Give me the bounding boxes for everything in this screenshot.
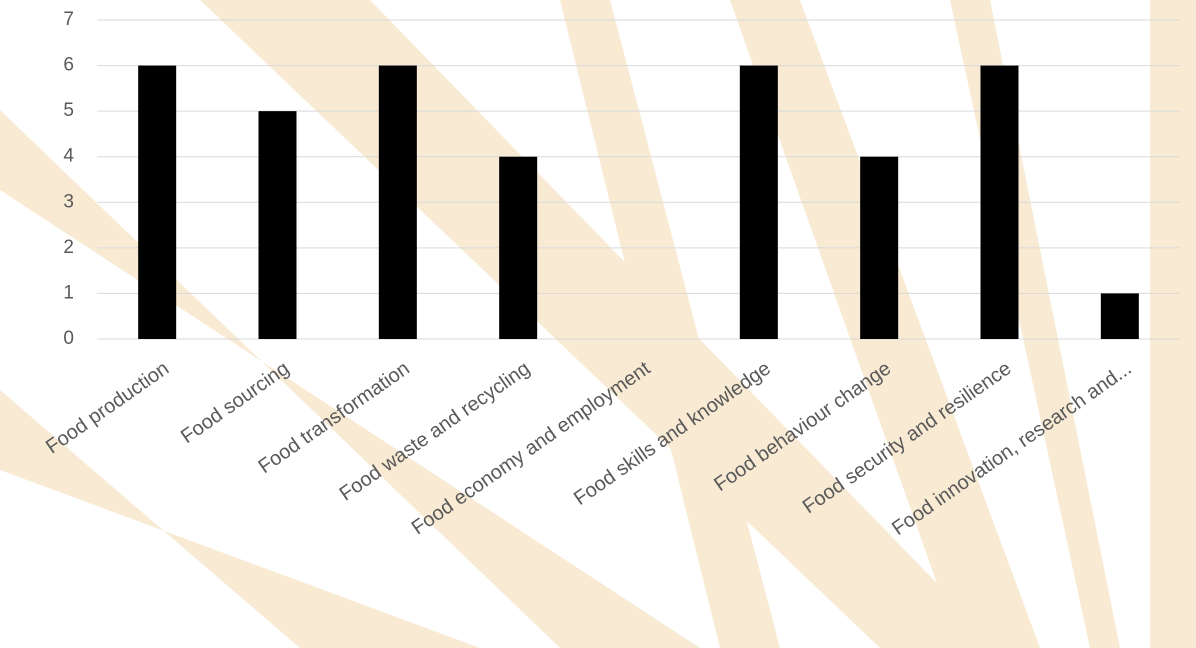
bar [860,156,899,339]
y-tick-label: 3 [63,191,74,212]
y-tick-label: 0 [63,328,74,349]
bar [378,65,417,340]
y-tick-label: 4 [63,146,74,167]
bar [138,65,177,340]
bar [980,65,1019,340]
bar [739,65,778,340]
bar [1100,293,1139,339]
x-tick-label: Food sourcing [177,357,293,448]
x-tick-label: Food economy and employment [408,357,655,539]
bar [258,111,297,340]
ray [1150,0,1196,648]
ray [0,110,700,648]
y-tick-label: 1 [63,282,74,303]
x-tick-label: Food production [42,357,173,458]
y-tick-label: 5 [63,100,74,121]
bar [499,156,538,339]
y-tick-label: 7 [63,9,74,30]
ray [560,0,780,648]
y-tick-label: 2 [63,237,74,258]
y-tick-label: 6 [63,55,74,76]
